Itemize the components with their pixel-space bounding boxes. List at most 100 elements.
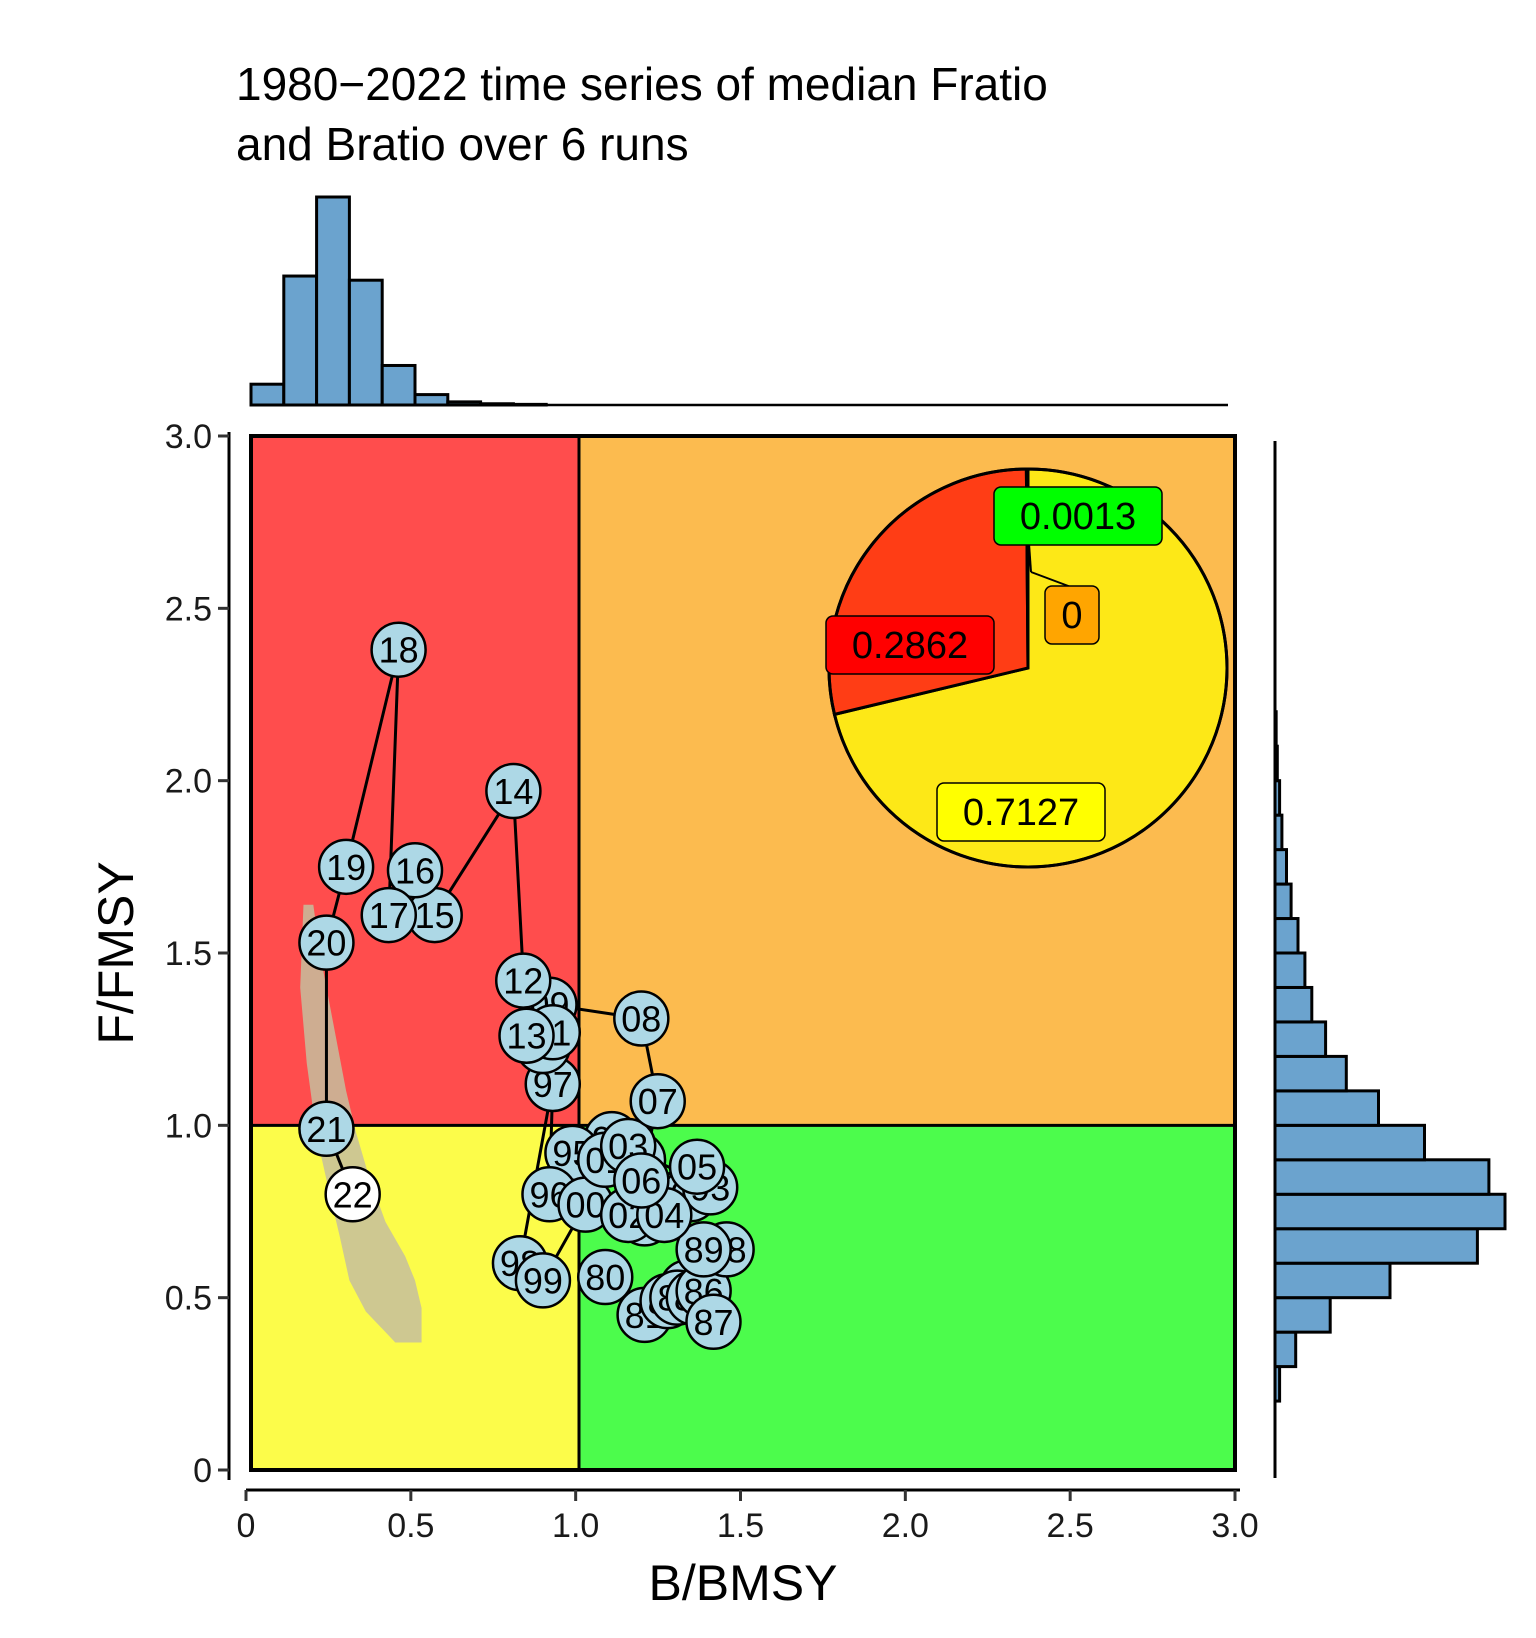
year-point-label: 07: [638, 1081, 678, 1122]
y-tick-label: 1.0: [165, 1107, 212, 1145]
right-hist-bar: [1273, 1192, 1507, 1231]
x-axis-title: B/BMSY: [649, 1555, 838, 1611]
y-tick-label: 1.5: [165, 935, 212, 973]
uncertainty-polygon: [300, 904, 422, 1343]
pie-label-text: 0.2862: [852, 625, 968, 667]
year-point-label: 05: [677, 1147, 717, 1188]
year-point-label: 80: [585, 1257, 625, 1298]
top-hist-bar: [413, 393, 450, 407]
year-point-label: 21: [306, 1109, 346, 1150]
year-point-17: 17: [360, 886, 418, 944]
uncertainty-region: [300, 904, 422, 1343]
pie-label-box: [825, 615, 995, 675]
year-point-04: 04: [636, 1186, 693, 1244]
right-hist-bar: [1273, 882, 1293, 921]
year-point-12: 12: [494, 952, 552, 1009]
x-tick-label: 0: [237, 1507, 256, 1545]
year-point-marker: [668, 1138, 726, 1195]
right-hist-bar: [1273, 848, 1288, 886]
trajectory-points: 8081828384858687888990919293949596979899…: [298, 621, 755, 1351]
year-point-marker: [613, 1152, 670, 1209]
status-pie-chart: 0.7127 0.2862 0.0013 0: [825, 467, 1229, 869]
year-point-label: 16: [395, 850, 435, 891]
year-point-19: 19: [317, 838, 375, 896]
year-point-05: 05: [668, 1138, 726, 1195]
pie-label-orange: 0: [1044, 585, 1100, 645]
right-hist-bar: [1273, 1330, 1298, 1369]
chart-title-line-2: and Bratio over 6 runs: [236, 118, 689, 170]
year-point-21: 21: [298, 1100, 355, 1158]
pie-label-red: 0.2862: [825, 615, 995, 675]
y-tick-label: 2.5: [165, 590, 212, 628]
right-hist-bar: [1273, 1123, 1426, 1162]
year-point-16: 16: [386, 842, 444, 899]
top-hist-bar: [282, 274, 319, 407]
year-point-07: 07: [629, 1072, 686, 1130]
right-hist-bar: [1273, 1261, 1392, 1300]
right-hist-bar: [1273, 985, 1314, 1024]
top-hist-bar: [347, 278, 384, 407]
year-point-label: 19: [326, 847, 366, 888]
y-tick-label: 0: [193, 1452, 212, 1490]
plot-panel-border: [249, 434, 1237, 1472]
year-point-87: 87: [685, 1293, 742, 1351]
right-hist-bar: [1273, 1054, 1348, 1093]
top-marginal-histogram: [249, 195, 548, 407]
y-axis-title: F/FMSY: [88, 861, 144, 1044]
x-tick-label: 1.0: [552, 1507, 599, 1545]
year-point-14: 14: [485, 762, 542, 820]
year-point-marker: [360, 886, 418, 944]
chart-title-line-1: 1980−2022 time series of median Fratio: [236, 58, 1048, 110]
x-tick-label: 0.5: [387, 1507, 434, 1545]
x-tick-label: 2.0: [882, 1507, 929, 1545]
pie-label-yellow: 0.7127: [936, 782, 1106, 842]
year-point-15: 15: [406, 886, 463, 944]
year-point-marker: [298, 914, 355, 971]
year-point-label: 14: [493, 771, 533, 812]
y-tick-label: 0.5: [165, 1280, 212, 1318]
x-tick-label: 3.0: [1211, 1507, 1258, 1545]
year-point-marker: [613, 990, 670, 1047]
year-point-marker: [685, 1293, 742, 1351]
right-hist-bar: [1273, 951, 1307, 989]
pie-label-box: [1044, 585, 1100, 645]
pie-label-text: 0.0013: [1020, 496, 1136, 538]
y-axis: 0 0.5 1.0 1.5 2.0 2.5 3.0: [165, 418, 231, 1490]
year-point-06: 06: [613, 1152, 670, 1209]
top-hist-bar: [380, 363, 417, 407]
year-point-label: 18: [379, 630, 419, 671]
year-point-marker: [485, 762, 542, 820]
year-point-label: 00: [566, 1185, 606, 1226]
year-point-marker: [675, 1221, 732, 1278]
pie-label-box: [936, 782, 1106, 842]
year-point-label: 89: [684, 1229, 724, 1270]
pie-leader-line: [1030, 571, 1072, 588]
year-point-22: 22: [324, 1166, 381, 1223]
year-point-label: 20: [306, 923, 346, 964]
right-hist-bar: [1273, 917, 1300, 955]
pie-label-box: [993, 486, 1163, 546]
x-tick-label: 2.5: [1047, 1507, 1094, 1545]
year-point-99: 99: [514, 1252, 572, 1309]
year-point-marker: [498, 1007, 555, 1064]
year-point-08: 08: [613, 990, 670, 1047]
year-point-label: 22: [333, 1174, 373, 1215]
right-marginal-histogram: [1273, 710, 1507, 1403]
year-point-80: 80: [576, 1248, 634, 1306]
year-point-label: 15: [415, 895, 455, 936]
right-hist-bar: [1273, 1227, 1479, 1265]
year-point-marker: [386, 842, 444, 899]
top-hist-bar: [315, 195, 351, 407]
year-point-marker: [370, 621, 427, 678]
top-hist-bar: [249, 382, 286, 407]
y-tick-label: 2.0: [165, 763, 212, 801]
year-point-marker: [576, 1248, 634, 1306]
year-point-label: 12: [503, 961, 543, 1002]
year-point-label: 06: [621, 1160, 661, 1201]
year-point-label: 17: [369, 895, 409, 936]
year-point-label: 99: [523, 1260, 563, 1301]
y-tick-label: 3.0: [165, 418, 212, 456]
year-point-label: 08: [621, 998, 661, 1039]
right-hist-bar: [1273, 1158, 1491, 1196]
